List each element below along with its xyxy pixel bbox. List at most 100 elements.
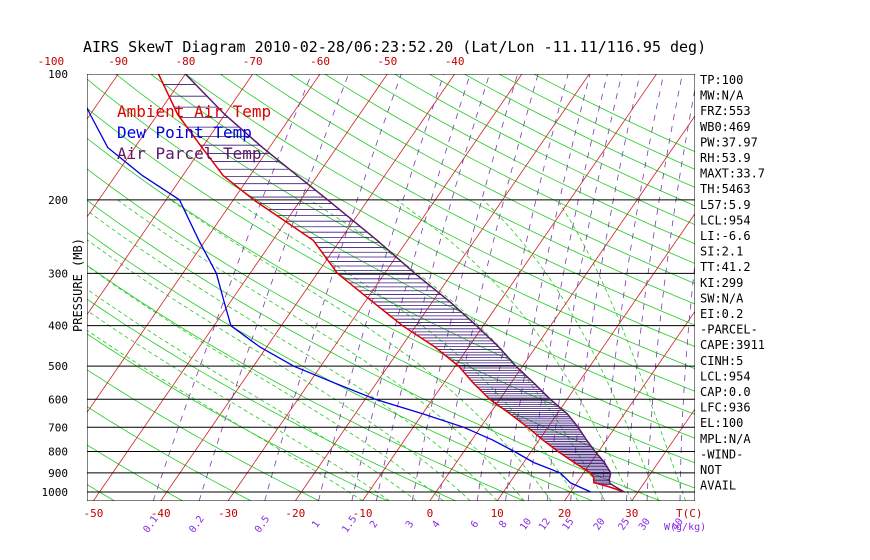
bottom-temp-tick-label: -40 (151, 507, 171, 520)
top-temp-tick-label: -40 (445, 55, 465, 68)
index-item: LI:-6.6 (700, 229, 751, 243)
top-temp-tick-label: -60 (310, 55, 330, 68)
moist-adiabat-line (233, 199, 579, 501)
top-temp-tick-label: -50 (377, 55, 397, 68)
isotherm-line (766, 55, 870, 501)
mixing-ratio-tick-label: 8 (497, 519, 509, 530)
index-item: FRZ:553 (700, 104, 751, 118)
isotherm-line (87, 74, 186, 218)
index-item: NOT (700, 463, 722, 477)
isotherm-line (87, 74, 254, 316)
moist-adiabat-line (87, 210, 498, 501)
dry-adiabat-line (87, 137, 695, 464)
index-item: -PARCEL- (700, 323, 758, 337)
moist-adiabat-line (87, 329, 363, 501)
index-item: SI:2.1 (700, 245, 743, 259)
pressure-tick-label: 900 (48, 467, 68, 480)
bottom-temp-tick-label: 20 (558, 507, 571, 520)
mixing-ratio-line (318, 74, 445, 501)
dry-adiabat-line (87, 107, 695, 439)
mixing-ratio-tick-label: 0.2 (187, 514, 206, 535)
index-item: MPL:N/A (700, 432, 751, 446)
dry-adiabat-line (87, 369, 320, 501)
pressure-tick-label: 300 (48, 267, 68, 280)
mixing-ratio-line (376, 74, 490, 501)
mixing-ratio-line (198, 74, 349, 501)
moist-adiabat-line (556, 199, 686, 501)
index-item: SW:N/A (700, 291, 744, 305)
legend: Ambient Air Temp Dew Point Temp Air Parc… (117, 102, 271, 163)
dry-adiabat-line (87, 333, 388, 501)
dry-adiabat-line (115, 74, 695, 392)
isobars (87, 74, 695, 493)
dry-adiabat-line (323, 74, 695, 264)
isotherm-line (160, 74, 456, 501)
index-item: -WIND- (700, 447, 743, 461)
dry-adiabat-line (289, 74, 695, 285)
index-item: EL:100 (700, 416, 743, 430)
isotherm-line (93, 74, 388, 501)
chart-title: AIRS SkewT Diagram 2010-02-28/06:23:52.2… (83, 38, 706, 56)
pressure-tick-label: 700 (48, 421, 68, 434)
moist-adiabat-line (87, 288, 417, 501)
index-item: LCL:954 (700, 369, 751, 383)
isotherm-line (294, 74, 590, 501)
bottom-temp-tick-label: 30 (625, 507, 638, 520)
isotherm-line (564, 310, 695, 501)
isotherm-line (227, 74, 523, 501)
grid-lines (87, 55, 870, 501)
index-item: MAXT:33.7 (700, 167, 765, 181)
pressure-tick-label: 100 (48, 68, 68, 81)
pressure-tick-label: 200 (48, 194, 68, 207)
pressure-tick-labels: 100 200 300 400 500 600 700 800 900 1000 (42, 68, 69, 499)
isotherm-line (631, 408, 695, 501)
mixing-ratio-line (679, 260, 695, 501)
bottom-temp-tick-label: 10 (491, 507, 504, 520)
dry-adiabat-line (254, 74, 695, 305)
top-temp-tick-label: -100 (38, 55, 65, 68)
mixing-ratio-line (438, 74, 539, 501)
mixing-ratio-line (601, 74, 664, 501)
index-item: KI:299 (700, 276, 743, 290)
top-temp-tick-label: -90 (108, 55, 128, 68)
mixing-ratio-line (570, 74, 641, 501)
index-item: LCL:954 (700, 213, 751, 227)
isotherm-line (834, 55, 870, 501)
isotherm-line (496, 212, 695, 501)
index-item: TP:100 (700, 73, 743, 87)
top-temp-tick-label: -70 (243, 55, 263, 68)
isotherm-line (362, 74, 658, 501)
mixing-ratio-line (546, 74, 623, 501)
mixing-ratio-tick-label: 12 (537, 516, 553, 532)
mixing-ratio-tick-label: 30 (637, 516, 653, 532)
dry-adiabat-line (87, 168, 695, 489)
dry-adiabat-line (87, 231, 593, 501)
dry-adiabat-line (498, 74, 695, 170)
moist-adiabat-line (170, 199, 552, 501)
legend-dewpoint: Dew Point Temp (117, 123, 252, 142)
y-axis-label: PRESSURE (MB) (71, 238, 85, 332)
index-item: LFC:936 (700, 401, 751, 415)
legend-parcel: Air Parcel Temp (117, 144, 262, 163)
index-item: WB0:469 (700, 120, 751, 134)
index-item: EI:0.2 (700, 307, 743, 321)
mixing-ratio-line (646, 87, 695, 501)
dewpoint-temp-line (87, 106, 592, 493)
bottom-temp-tick-label: -10 (353, 507, 373, 520)
dry-adiabat-line (87, 406, 252, 501)
isotherms (87, 55, 870, 501)
mixing-ratio-tick-label: 6 (469, 519, 481, 530)
dry-adiabat-line (87, 264, 525, 501)
mixing-ratio-tick-label: 2 (368, 519, 380, 530)
isotherm-line (87, 74, 321, 414)
moist-adiabat-line (117, 199, 525, 501)
dry-adiabat-line (149, 74, 695, 370)
index-item: TT:41.2 (700, 260, 751, 274)
mixing-ratio-line (626, 74, 683, 501)
index-item: MW:N/A (700, 89, 744, 103)
moist-adiabat-line (87, 265, 444, 501)
bottom-temp-tick-label: 0 (427, 507, 434, 520)
mixing-ratio-tick-label: 0.5 (253, 514, 272, 535)
